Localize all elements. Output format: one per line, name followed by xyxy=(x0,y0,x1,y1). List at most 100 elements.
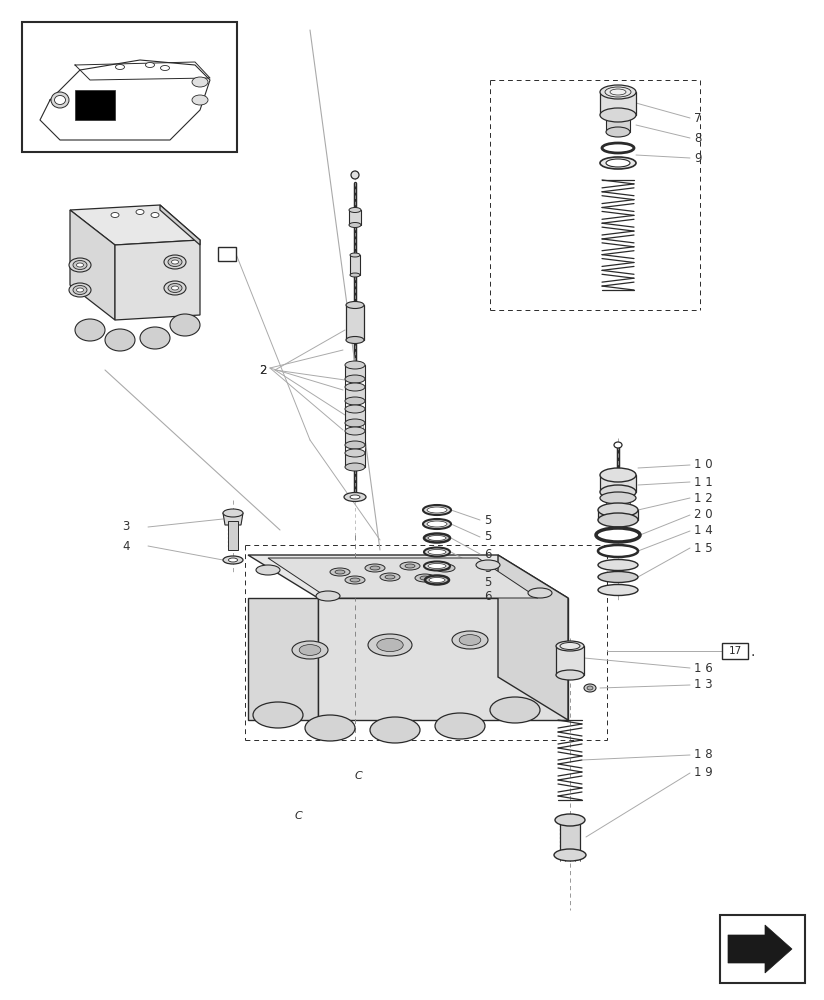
Ellipse shape xyxy=(452,631,488,649)
Ellipse shape xyxy=(346,302,364,308)
Ellipse shape xyxy=(256,565,280,575)
Ellipse shape xyxy=(370,566,380,570)
Ellipse shape xyxy=(351,171,359,179)
Ellipse shape xyxy=(600,157,636,169)
Ellipse shape xyxy=(171,286,179,290)
Text: 6: 6 xyxy=(484,548,491,560)
Ellipse shape xyxy=(600,85,636,99)
Ellipse shape xyxy=(345,576,365,584)
Text: 17: 17 xyxy=(728,646,742,656)
Ellipse shape xyxy=(345,427,365,435)
Ellipse shape xyxy=(606,127,630,137)
Ellipse shape xyxy=(73,286,87,294)
Ellipse shape xyxy=(305,715,355,741)
Ellipse shape xyxy=(69,258,91,272)
Ellipse shape xyxy=(476,560,500,570)
Ellipse shape xyxy=(424,548,450,556)
Ellipse shape xyxy=(345,449,365,457)
Ellipse shape xyxy=(600,492,636,504)
Ellipse shape xyxy=(349,223,361,228)
Ellipse shape xyxy=(602,143,634,153)
Ellipse shape xyxy=(490,697,540,723)
Ellipse shape xyxy=(528,588,552,598)
Ellipse shape xyxy=(554,849,586,861)
Ellipse shape xyxy=(420,576,430,580)
Ellipse shape xyxy=(253,702,303,728)
Text: 1 3: 1 3 xyxy=(694,678,713,692)
Ellipse shape xyxy=(560,643,580,650)
Polygon shape xyxy=(346,305,364,340)
Polygon shape xyxy=(345,409,365,423)
Ellipse shape xyxy=(400,562,420,570)
Ellipse shape xyxy=(614,442,622,448)
Ellipse shape xyxy=(435,564,455,572)
Text: 1 2: 1 2 xyxy=(694,491,713,504)
Ellipse shape xyxy=(345,397,365,405)
Ellipse shape xyxy=(151,213,159,218)
Ellipse shape xyxy=(346,336,364,344)
Text: .: . xyxy=(751,645,756,659)
Ellipse shape xyxy=(427,521,447,527)
Polygon shape xyxy=(248,555,568,598)
Ellipse shape xyxy=(423,505,451,515)
Ellipse shape xyxy=(330,568,350,576)
Ellipse shape xyxy=(350,578,360,582)
Ellipse shape xyxy=(192,95,208,105)
Ellipse shape xyxy=(427,507,447,513)
Ellipse shape xyxy=(345,361,365,369)
Bar xyxy=(218,247,236,261)
Text: 5: 5 xyxy=(484,530,491,544)
Ellipse shape xyxy=(606,159,630,167)
Polygon shape xyxy=(350,255,360,275)
Ellipse shape xyxy=(69,283,91,297)
Ellipse shape xyxy=(556,641,584,651)
Polygon shape xyxy=(345,453,365,467)
Ellipse shape xyxy=(192,77,208,87)
Ellipse shape xyxy=(73,260,87,269)
Ellipse shape xyxy=(77,263,83,267)
Ellipse shape xyxy=(164,255,186,269)
Ellipse shape xyxy=(115,64,124,70)
Text: 8: 8 xyxy=(694,131,701,144)
Polygon shape xyxy=(228,521,238,550)
Ellipse shape xyxy=(385,575,395,579)
Polygon shape xyxy=(70,210,115,320)
Ellipse shape xyxy=(170,314,200,336)
Ellipse shape xyxy=(161,66,170,70)
Ellipse shape xyxy=(598,503,638,517)
Polygon shape xyxy=(560,820,580,855)
Polygon shape xyxy=(345,431,365,445)
Polygon shape xyxy=(115,240,200,320)
Bar xyxy=(722,643,748,659)
Ellipse shape xyxy=(423,519,451,529)
Text: 1 5: 1 5 xyxy=(694,542,713,554)
Ellipse shape xyxy=(77,288,83,292)
Ellipse shape xyxy=(605,87,631,97)
Ellipse shape xyxy=(299,645,321,655)
Polygon shape xyxy=(556,646,584,675)
Polygon shape xyxy=(75,90,115,120)
Text: 3: 3 xyxy=(123,520,130,534)
Ellipse shape xyxy=(429,578,445,582)
Text: 1 9: 1 9 xyxy=(694,766,713,780)
Ellipse shape xyxy=(600,485,636,499)
Ellipse shape xyxy=(350,273,360,277)
Text: 1 1: 1 1 xyxy=(694,476,713,488)
Text: 1 0: 1 0 xyxy=(694,458,713,472)
Ellipse shape xyxy=(223,509,243,517)
Ellipse shape xyxy=(380,573,400,581)
Ellipse shape xyxy=(345,375,365,383)
Text: 2: 2 xyxy=(259,363,266,376)
Ellipse shape xyxy=(345,419,365,427)
Polygon shape xyxy=(345,387,365,401)
Ellipse shape xyxy=(556,670,584,680)
Text: 5: 5 xyxy=(484,514,491,526)
Ellipse shape xyxy=(424,562,450,570)
Ellipse shape xyxy=(146,62,154,68)
Polygon shape xyxy=(598,510,638,520)
Ellipse shape xyxy=(168,284,182,292)
Ellipse shape xyxy=(600,468,636,482)
Ellipse shape xyxy=(425,576,449,584)
Polygon shape xyxy=(345,365,365,379)
Ellipse shape xyxy=(424,534,450,542)
